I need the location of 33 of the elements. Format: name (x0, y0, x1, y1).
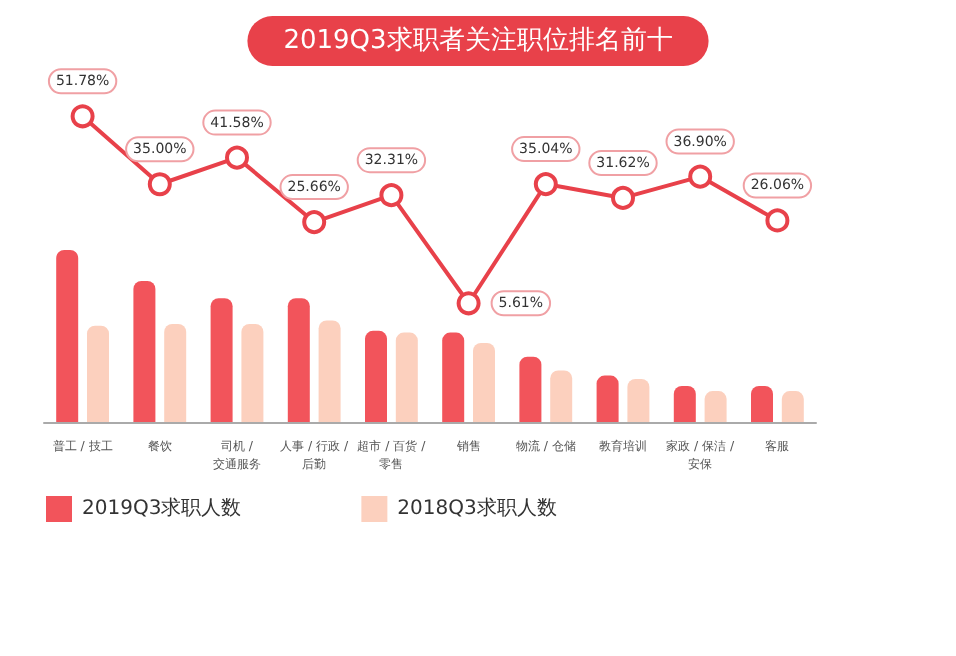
point (147, 172, 172, 197)
bar (164, 323, 187, 422)
bar (241, 323, 264, 422)
point (456, 291, 481, 316)
bar (395, 332, 418, 422)
bar (365, 330, 387, 422)
point (225, 145, 249, 170)
bar (550, 370, 573, 422)
point (688, 164, 713, 189)
legend-label: 2018Q3求职人数 (397, 496, 557, 520)
bar (473, 342, 495, 422)
bar (781, 391, 804, 422)
bar (87, 325, 109, 422)
bar (56, 250, 79, 422)
bar (673, 385, 696, 422)
bar (519, 356, 542, 422)
bar (133, 280, 156, 422)
bar (287, 298, 310, 422)
bar (596, 375, 619, 422)
bar (210, 298, 233, 422)
bar (442, 332, 465, 422)
point (302, 210, 327, 235)
bar (751, 385, 773, 422)
point (533, 172, 558, 197)
bar (704, 391, 727, 422)
point (765, 208, 790, 233)
bar (318, 320, 341, 422)
point (379, 183, 404, 208)
chart-title: 2019Q3求职者关注职位排名前十 (283, 26, 673, 56)
point (611, 185, 635, 210)
bar (627, 379, 650, 422)
point (70, 104, 95, 129)
legend-label: 2019Q3求职人数 (82, 496, 242, 520)
